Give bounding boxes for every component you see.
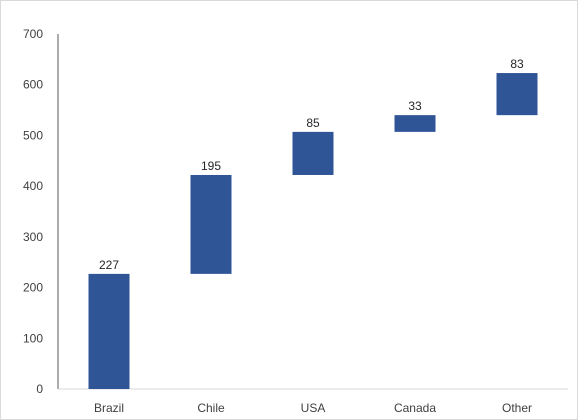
bar-chile <box>190 174 232 274</box>
data-label: 85 <box>306 116 320 130</box>
y-tick-label: 300 <box>23 230 43 244</box>
y-tick-label: 200 <box>23 281 43 295</box>
data-label: 83 <box>510 57 524 71</box>
x-tick-label: Canada <box>394 401 436 415</box>
data-label: 227 <box>99 258 119 272</box>
y-tick-label: 700 <box>23 27 43 41</box>
bar-canada <box>394 115 436 132</box>
axes: 0 100 200 300 400 500 600 700 <box>23 27 568 396</box>
y-tick-label: 500 <box>23 128 43 142</box>
bar-other <box>496 73 538 116</box>
bars <box>88 73 538 389</box>
data-label: 33 <box>408 99 422 113</box>
y-tick-label: 0 <box>36 382 43 396</box>
labels: 227 Brazil 195 Chile 85 USA 33 Canada 83 Other <box>94 57 532 415</box>
bar-usa <box>292 131 334 175</box>
y-tick-label: 100 <box>23 331 43 345</box>
x-tick-label: Chile <box>197 401 225 415</box>
x-tick-label: Brazil <box>94 401 124 415</box>
data-label: 195 <box>201 159 221 173</box>
y-tick-label: 600 <box>23 78 43 92</box>
bar-brazil <box>88 273 130 389</box>
x-tick-label: Other <box>502 401 532 415</box>
y-tick-label: 400 <box>23 179 43 193</box>
x-tick-label: USA <box>301 401 326 415</box>
